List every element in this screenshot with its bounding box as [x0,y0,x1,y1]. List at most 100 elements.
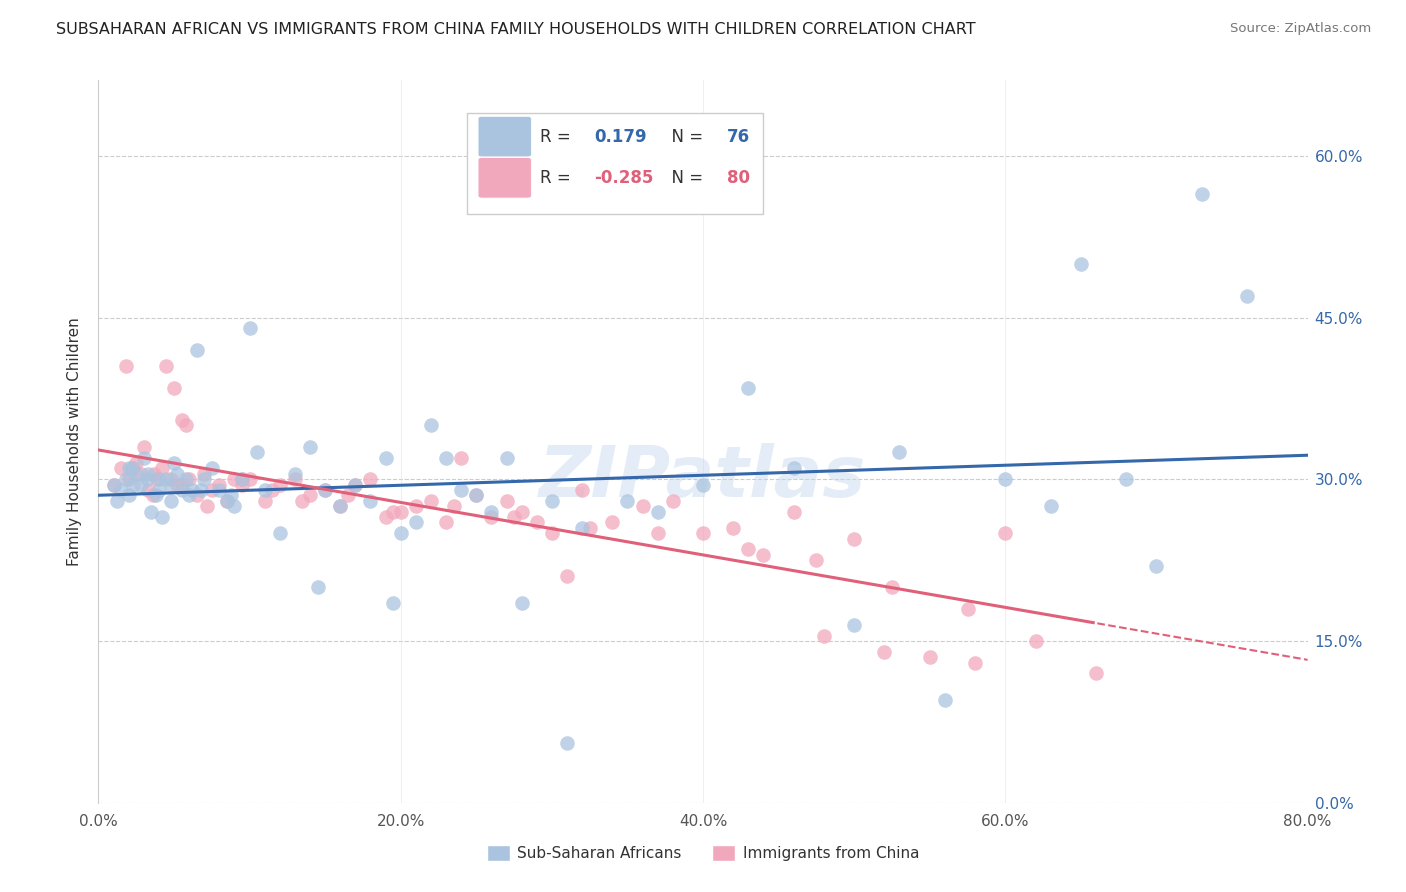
Point [880,580,903,594]
Point [336,488,359,502]
Point [382,505,405,519]
Point [631,500,654,514]
Point [503,510,526,524]
Point [405,500,427,514]
Point [201,461,224,475]
Point [170,483,193,497]
Point [1236,289,1258,303]
Point [132,450,155,465]
Point [360,472,382,486]
Point [136,467,159,481]
Point [465,488,488,502]
Text: 0.179: 0.179 [595,128,647,145]
Point [1024,634,1046,648]
Point [291,493,314,508]
Point [918,650,941,665]
Point [160,477,183,491]
Point [420,418,443,433]
Text: -0.285: -0.285 [595,169,654,186]
Point [616,493,638,508]
Point [231,472,253,486]
Point [190,483,212,497]
Point [329,500,352,514]
Point [844,618,866,632]
Point [307,580,329,594]
Point [170,477,193,491]
Point [118,461,141,475]
Point [150,510,173,524]
Point [163,456,186,470]
Point [122,477,145,491]
Point [246,445,269,459]
Point [163,381,186,395]
Point [374,510,396,524]
Point [239,321,262,335]
Text: Source: ZipAtlas.com: Source: ZipAtlas.com [1230,22,1371,36]
FancyBboxPatch shape [478,158,531,198]
Point [434,516,457,530]
Point [1146,558,1168,573]
Point [284,467,307,481]
Point [374,450,396,465]
Point [647,526,669,541]
Point [450,450,472,465]
Point [155,359,177,373]
Point [170,413,193,427]
Point [114,472,136,486]
Point [692,477,714,491]
Point [1085,666,1108,681]
Point [344,477,367,491]
Point [231,472,253,486]
Point [135,472,157,486]
Text: 76: 76 [727,128,751,145]
Point [314,483,336,497]
Point [526,516,548,530]
Text: ZIPatlas: ZIPatlas [540,443,866,512]
Point [208,477,231,491]
Point [160,472,183,486]
Point [150,461,173,475]
Point [382,596,405,610]
Point [994,526,1017,541]
Point [129,477,152,491]
Point [360,493,382,508]
FancyBboxPatch shape [467,112,763,214]
Point [269,477,291,491]
Point [389,526,412,541]
Point [299,440,322,454]
Point [450,483,472,497]
Point [231,477,253,491]
Point [132,440,155,454]
Point [555,569,578,583]
Point [481,510,503,524]
Point [215,493,238,508]
Point [752,548,775,562]
Point [129,467,152,481]
Point [253,493,276,508]
Point [956,601,979,615]
FancyBboxPatch shape [478,117,531,157]
Point [118,472,141,486]
Point [121,461,143,475]
Point [105,493,128,508]
Point [329,500,352,514]
Point [692,526,714,541]
Point [174,418,197,433]
Point [166,477,188,491]
Point [142,488,165,502]
Point [114,359,136,373]
Point [1191,186,1213,201]
Point [239,472,262,486]
Point [994,472,1017,486]
Point [143,467,166,481]
Text: SUBSAHARAN AFRICAN VS IMMIGRANTS FROM CHINA FAMILY HOUSEHOLDS WITH CHILDREN CORR: SUBSAHARAN AFRICAN VS IMMIGRANTS FROM CH… [56,22,976,37]
Point [965,656,987,670]
Point [813,629,835,643]
Point [299,488,322,502]
Point [1039,500,1062,514]
Point [224,500,246,514]
Text: N =: N = [661,169,709,186]
Point [495,493,517,508]
Y-axis label: Family Households with Children: Family Households with Children [66,318,82,566]
Point [405,516,427,530]
